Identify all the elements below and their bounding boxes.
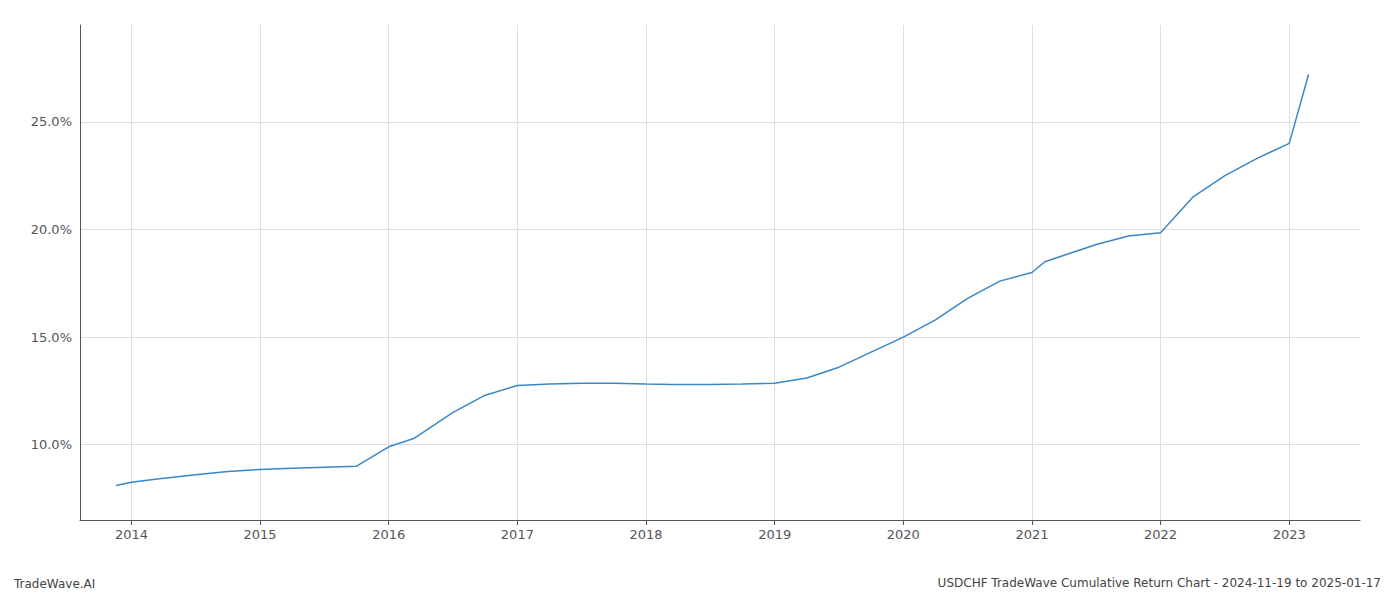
svg-text:2023: 2023 [1273,527,1306,542]
svg-text:15.0%: 15.0% [31,330,72,345]
svg-text:2017: 2017 [501,527,534,542]
svg-text:USDCHF TradeWave Cumulative Re: USDCHF TradeWave Cumulative Return Chart… [938,576,1381,590]
svg-text:2016: 2016 [372,527,405,542]
svg-text:2019: 2019 [758,527,791,542]
svg-text:20.0%: 20.0% [31,222,72,237]
svg-text:2015: 2015 [244,527,277,542]
svg-text:25.0%: 25.0% [31,114,72,129]
svg-text:10.0%: 10.0% [31,437,72,452]
svg-text:2018: 2018 [629,527,662,542]
svg-text:2020: 2020 [887,527,920,542]
svg-text:2021: 2021 [1015,527,1048,542]
svg-text:TradeWave.AI: TradeWave.AI [13,577,95,591]
svg-text:2022: 2022 [1144,527,1177,542]
svg-text:2014: 2014 [115,527,148,542]
